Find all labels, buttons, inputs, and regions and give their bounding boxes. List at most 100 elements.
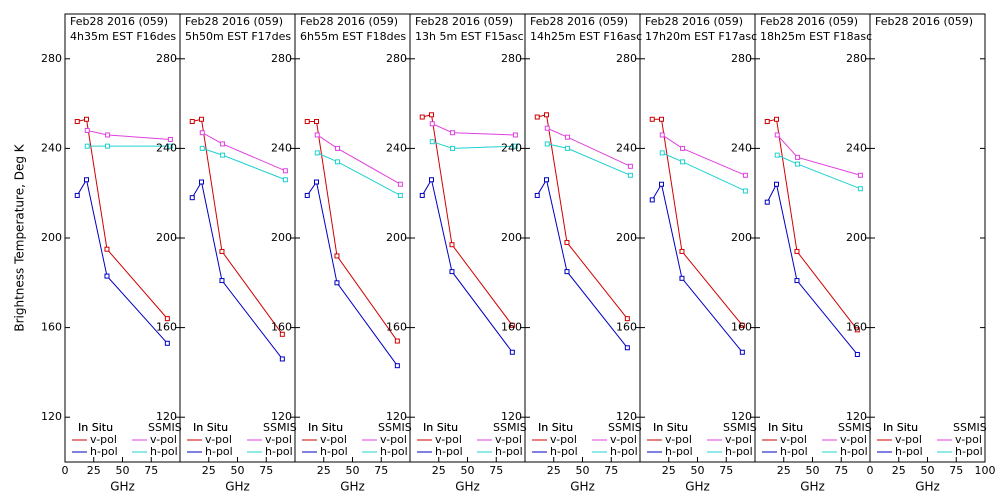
data-point <box>314 150 320 156</box>
data-point <box>854 327 860 333</box>
y-tick-label: 240 <box>846 141 867 154</box>
panel-title: Feb28 2016 (059) <box>875 15 973 28</box>
data-point <box>512 132 518 138</box>
data-point <box>304 192 310 198</box>
x-tick-label: 50 <box>461 464 475 477</box>
data-point <box>509 349 515 355</box>
legend-label: v-pol <box>380 433 407 446</box>
panel-title: Feb28 2016 (059) <box>530 15 628 28</box>
legend-label: h-pol <box>610 445 638 458</box>
y-tick-label: 120 <box>386 410 407 423</box>
series-line <box>76 178 168 344</box>
x-tick-label: 75 <box>489 464 503 477</box>
series-line <box>536 178 628 349</box>
y-tick-label: 280 <box>156 52 177 65</box>
data-point <box>429 112 435 118</box>
y-tick-label: 160 <box>846 321 867 334</box>
data-point <box>544 112 550 118</box>
y-tick-label: 120 <box>731 410 752 423</box>
y-tick-label: 200 <box>501 231 522 244</box>
data-point <box>84 143 90 149</box>
y-tick-label: 120 <box>271 410 292 423</box>
legend-label: h-pol <box>320 445 348 458</box>
y-tick-label: 200 <box>386 231 407 244</box>
legend-group: In Situ <box>538 421 573 434</box>
legend-label: h-pol <box>495 445 523 458</box>
legend-label: v-pol <box>320 433 347 446</box>
data-point <box>565 145 571 151</box>
y-tick-label: 240 <box>156 141 177 154</box>
legend-group: In Situ <box>883 421 918 434</box>
data-point <box>189 119 195 125</box>
data-point <box>680 145 686 151</box>
y-tick-label: 240 <box>501 141 522 154</box>
legend-label: h-pol <box>205 445 233 458</box>
legend-label: v-pol <box>265 433 292 446</box>
x-tick-label: 50 <box>806 464 820 477</box>
panel-title: Feb28 2016 (059) <box>300 15 398 28</box>
legend-label: v-pol <box>495 433 522 446</box>
x-tick-label: 75 <box>374 464 388 477</box>
y-tick-label: 240 <box>271 141 292 154</box>
x-axis-label: GHz <box>455 480 480 494</box>
data-point <box>564 239 570 245</box>
data-point <box>314 119 320 125</box>
x-tick-label: 100 <box>975 464 996 477</box>
x-tick-label: 25 <box>892 464 906 477</box>
panel-title: Feb28 2016 (059) <box>185 15 283 28</box>
y-tick-label: 160 <box>616 321 637 334</box>
data-point <box>104 246 110 252</box>
x-tick-label: 25 <box>202 464 216 477</box>
x-tick-label: 25 <box>777 464 791 477</box>
legend-group: In Situ <box>308 421 343 434</box>
legend-label: v-pol <box>780 433 807 446</box>
data-point <box>164 340 170 346</box>
legend-label: h-pol <box>955 445 983 458</box>
y-tick-label: 240 <box>616 141 637 154</box>
legend-label: h-pol <box>550 445 578 458</box>
data-point <box>84 127 90 133</box>
data-point <box>429 177 435 183</box>
y-tick-label: 200 <box>616 231 637 244</box>
legend-label: v-pol <box>435 433 462 446</box>
x-tick-label: 25 <box>662 464 676 477</box>
legend-group: SSMIS <box>493 421 527 434</box>
data-point <box>220 141 226 147</box>
y-tick-label: 200 <box>156 231 177 244</box>
data-point <box>857 186 863 192</box>
y-tick-label: 280 <box>731 52 752 65</box>
legend-label: v-pol <box>725 433 752 446</box>
y-tick-label: 200 <box>846 231 867 244</box>
data-point <box>429 121 435 127</box>
data-point <box>104 273 110 279</box>
y-tick-label: 240 <box>731 141 752 154</box>
series-line <box>767 118 858 331</box>
data-point <box>774 116 780 122</box>
data-point <box>219 248 225 254</box>
panel-title: Feb28 2016 (059) <box>645 15 743 28</box>
panel-subtitle: 4h35m EST F16des <box>70 30 176 43</box>
y-tick-label: 160 <box>386 321 407 334</box>
legend-label: v-pol <box>895 433 922 446</box>
data-point <box>282 177 288 183</box>
y-tick-label: 240 <box>41 141 62 154</box>
legend-label: v-pol <box>610 433 637 446</box>
legend-group: In Situ <box>78 421 113 434</box>
data-point <box>764 119 770 125</box>
x-tick-label: 75 <box>834 464 848 477</box>
data-point <box>795 161 801 167</box>
data-point <box>394 338 400 344</box>
panel-subtitle: 18h25m EST F18asc <box>760 30 872 43</box>
y-tick-label: 200 <box>731 231 752 244</box>
legend-label: h-pol <box>150 445 178 458</box>
y-tick-label: 160 <box>41 321 62 334</box>
legend-group: SSMIS <box>148 421 182 434</box>
legend-group: In Situ <box>653 421 688 434</box>
y-tick-label: 200 <box>271 231 292 244</box>
x-tick-label: 0 <box>867 464 874 477</box>
y-tick-label: 120 <box>501 410 522 423</box>
data-point <box>335 159 341 165</box>
legend-group: SSMIS <box>378 421 412 434</box>
data-point <box>857 172 863 178</box>
